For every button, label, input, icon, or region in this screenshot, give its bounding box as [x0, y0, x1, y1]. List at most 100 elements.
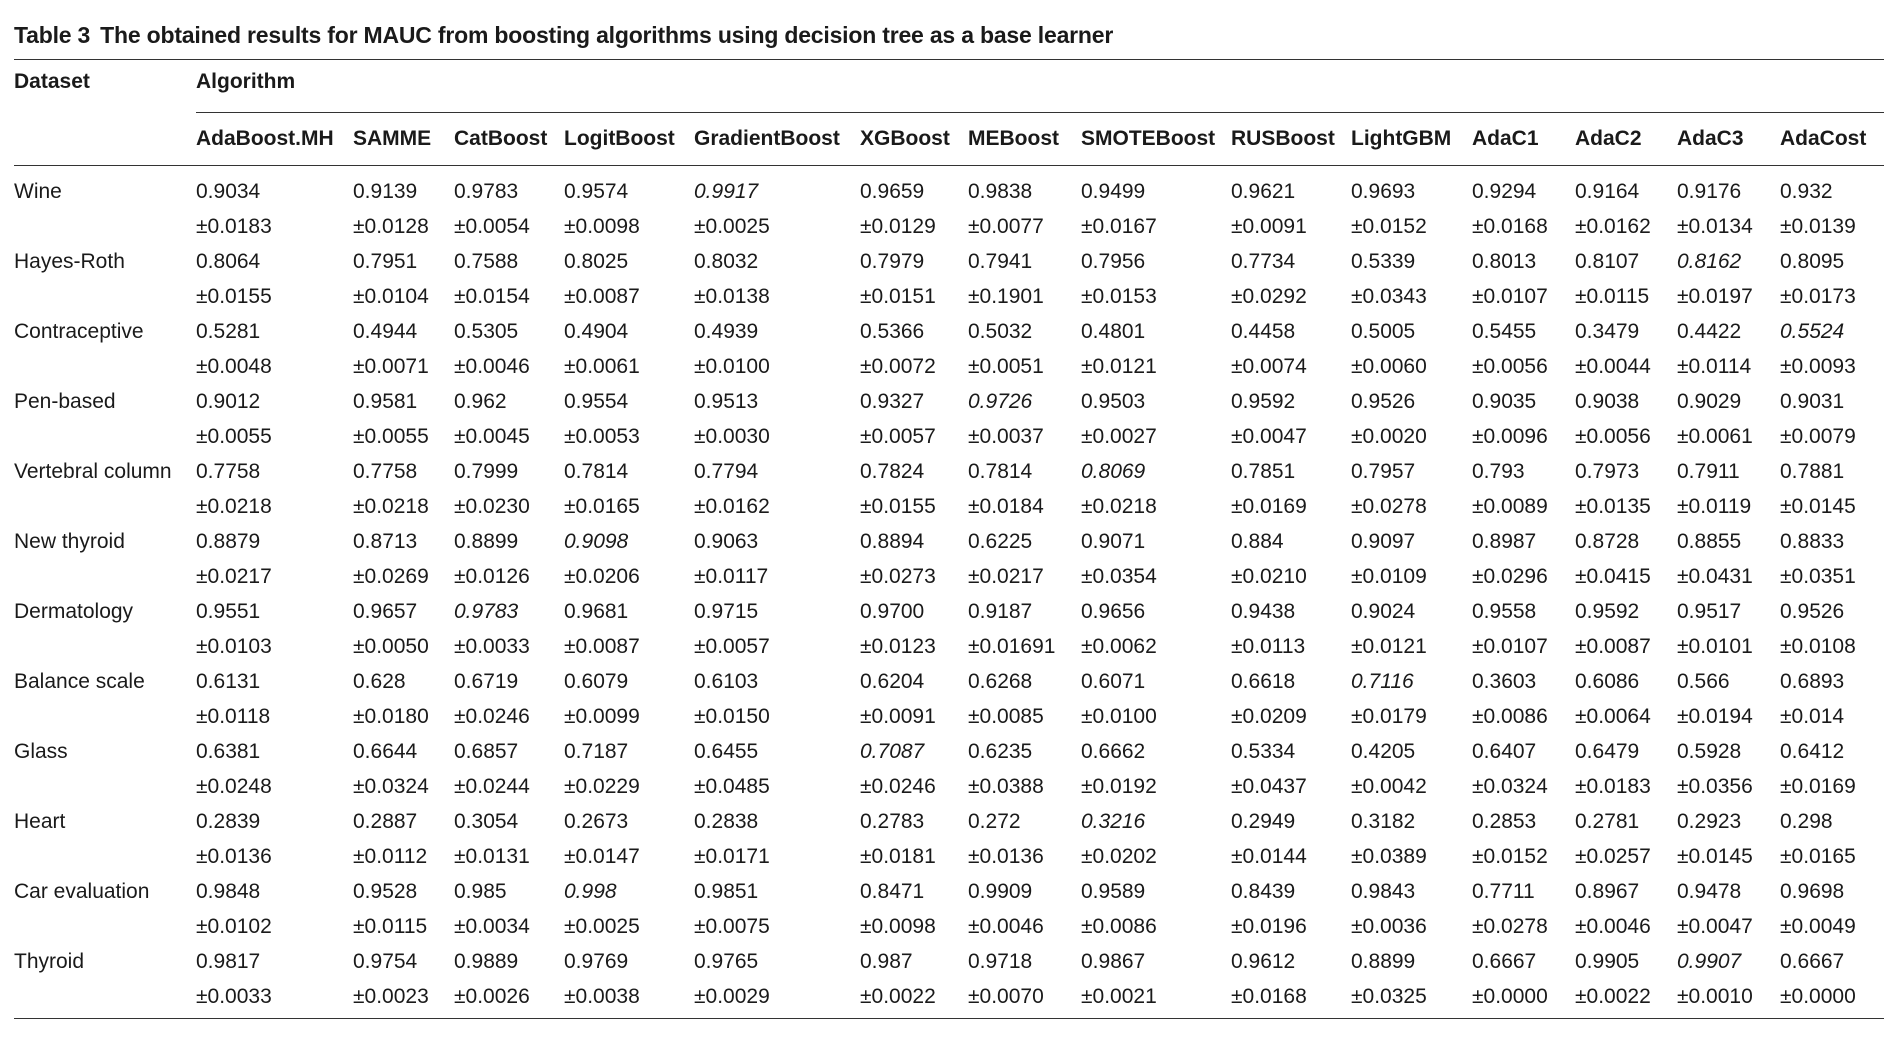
table-row-mean: Thyroid 0.9817 0.9754 0.9889 0.9769 0.9765 0.9…: [14, 944, 1884, 979]
mean-cell: 0.272: [968, 810, 1021, 833]
mean-cell: 0.6131: [196, 670, 261, 693]
algorithm-header: LogitBoost: [564, 112, 694, 166]
mean-cell: 0.4904: [564, 320, 629, 343]
std-cell: ±0.0091: [860, 705, 936, 728]
mean-cell: 0.7734: [1231, 250, 1296, 273]
std-cell: ±0.0093: [1780, 355, 1856, 378]
std-cell: ±0.0089: [1472, 495, 1548, 518]
std-cell: ±0.0025: [564, 915, 640, 938]
mean-cell: 0.6667: [1472, 950, 1537, 973]
mean-cell: 0.9817: [196, 950, 261, 973]
table-row-std: ±0.0217 ±0.0269 ±0.0126 ±0.0206 ±0.0117 ±0.02…: [14, 559, 1884, 594]
mean-cell: 0.8162: [1677, 250, 1742, 273]
mean-cell: 0.7999: [454, 460, 519, 483]
mean-cell: 0.8107: [1575, 250, 1640, 273]
std-cell: ±0.0324: [1472, 775, 1548, 798]
mean-cell: 0.2839: [196, 810, 261, 833]
std-cell: ±0.0087: [1575, 635, 1651, 658]
std-cell: ±0.0057: [694, 635, 770, 658]
table-label: Table 3: [14, 22, 91, 48]
std-cell: ±0.0030: [694, 425, 770, 448]
std-cell: ±0.0126: [454, 565, 530, 588]
std-cell: ±0.0037: [968, 425, 1044, 448]
mean-cell: 0.9029: [1677, 390, 1742, 413]
table-title: The obtained results for MAUC from boost…: [100, 22, 1114, 48]
mean-cell: 0.9024: [1351, 600, 1416, 623]
mean-cell: 0.5334: [1231, 740, 1296, 763]
std-cell: ±0.0155: [860, 495, 936, 518]
dataset-header-spacer: [14, 112, 196, 166]
std-cell: ±0.0351: [1780, 565, 1856, 588]
mean-cell: 0.8064: [196, 250, 261, 273]
std-cell: ±0.0044: [1575, 355, 1651, 378]
std-cell: ±0.0134: [1677, 215, 1753, 238]
mean-cell: 0.7116: [1351, 670, 1414, 693]
std-cell: ±0.0098: [860, 915, 936, 938]
mean-cell: 0.9063: [694, 530, 759, 553]
std-cell: ±0.0027: [1081, 425, 1157, 448]
mean-cell: 0.9726: [968, 390, 1033, 413]
dataset-name-spacer: [14, 699, 196, 734]
mean-cell: 0.4422: [1677, 320, 1742, 343]
mean-cell: 0.9656: [1081, 600, 1146, 623]
dataset-name: Glass: [14, 740, 68, 763]
std-cell: ±0.0167: [1081, 215, 1157, 238]
std-cell: ±0.0325: [1351, 979, 1472, 1019]
std-cell: ±0.0168: [1231, 979, 1351, 1019]
std-cell: ±0.0045: [454, 425, 530, 448]
std-cell: ±0.0054: [454, 215, 530, 238]
mean-cell: 0.7814: [564, 460, 629, 483]
mean-cell: 0.9659: [860, 180, 925, 203]
header-row-group: Dataset Algorithm: [14, 59, 1885, 113]
std-cell: ±0.0108: [1780, 635, 1856, 658]
dataset-name-spacer: [14, 629, 196, 664]
std-cell: ±0.0153: [1081, 285, 1157, 308]
mean-cell: 0.7814: [968, 460, 1033, 483]
mean-cell: 0.6079: [564, 670, 629, 693]
std-cell: ±0.0023: [353, 979, 454, 1019]
dataset-name: Hayes-Roth: [14, 250, 125, 273]
std-cell: ±0.0114: [1677, 355, 1752, 378]
table-row-mean: Pen-based 0.9012 0.9581 0.962 0.9554 0.9513 0.…: [14, 384, 1884, 419]
std-cell: ±0.0038: [564, 979, 694, 1019]
mean-cell: 0.4205: [1351, 740, 1416, 763]
std-cell: ±0.0128: [353, 215, 429, 238]
mean-cell: 0.9905: [1575, 950, 1640, 973]
std-cell: ±0.0000: [1472, 979, 1575, 1019]
std-cell: ±0.0206: [564, 565, 640, 588]
mean-cell: 0.7087: [860, 740, 925, 763]
mean-cell: 0.2781: [1575, 810, 1640, 833]
std-cell: ±0.0147: [564, 845, 640, 868]
table-row-std: ±0.0218 ±0.0218 ±0.0230 ±0.0165 ±0.0162 ±0.01…: [14, 489, 1884, 524]
mean-cell: 0.5928: [1677, 740, 1742, 763]
mean-cell: 0.6086: [1575, 670, 1640, 693]
mean-cell: 0.6268: [968, 670, 1033, 693]
mean-cell: 0.8025: [564, 250, 629, 273]
mean-cell: 0.9139: [353, 180, 418, 203]
dataset-name: Contraceptive: [14, 320, 144, 343]
std-cell: ±0.0269: [353, 565, 429, 588]
std-cell: ±0.0047: [1677, 915, 1753, 938]
std-cell: ±0.0138: [694, 285, 770, 308]
mean-cell: 0.8713: [353, 530, 418, 553]
std-cell: ±0.0034: [454, 915, 530, 938]
mean-cell: 0.5455: [1472, 320, 1537, 343]
algorithm-header: SAMME: [353, 112, 454, 166]
std-cell: ±0.0154: [454, 285, 530, 308]
algorithm-header: AdaC1: [1472, 112, 1575, 166]
std-cell: ±0.0217: [968, 565, 1044, 588]
mean-cell: 0.2923: [1677, 810, 1742, 833]
dataset-name: Wine: [14, 180, 62, 203]
std-cell: ±0.0056: [1575, 425, 1651, 448]
std-cell: ±0.0135: [1575, 495, 1651, 518]
std-cell: ±0.0165: [1780, 845, 1856, 868]
std-cell: ±0.0033: [196, 979, 353, 1019]
mean-cell: 0.9592: [1231, 390, 1296, 413]
std-cell: ±0.0118: [196, 705, 271, 728]
algorithm-header: AdaCost: [1780, 112, 1885, 166]
mean-cell: 0.9848: [196, 880, 261, 903]
std-cell: ±0.0246: [860, 775, 936, 798]
results-table: Dataset Algorithm AdaBoost.MH SAMME CatBoo…: [14, 59, 1885, 1019]
mean-cell: 0.9909: [968, 880, 1033, 903]
mean-cell: 0.6103: [694, 670, 759, 693]
